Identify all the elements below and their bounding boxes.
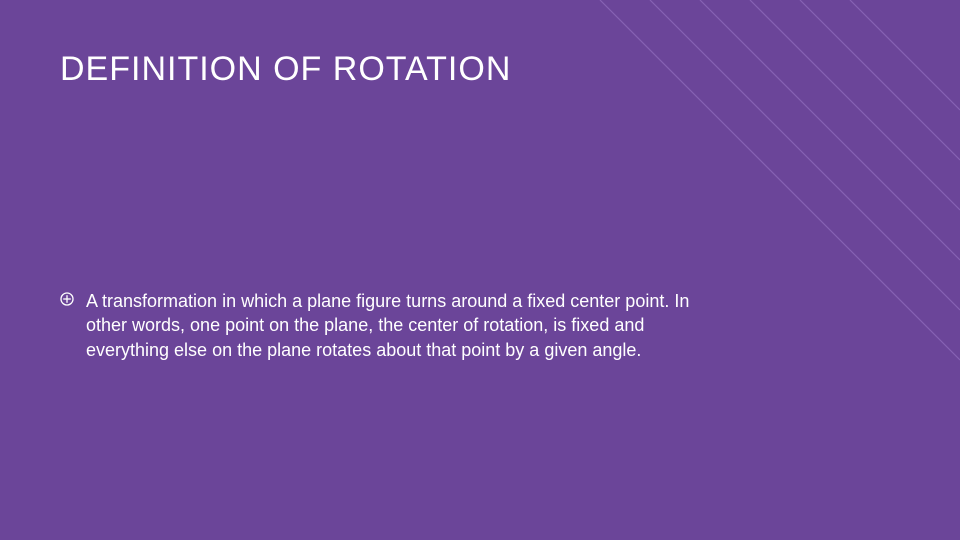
slide-body-text: A transformation in which a plane figure… (86, 289, 700, 362)
body-bullet-item: A transformation in which a plane figure… (60, 289, 700, 362)
slide-title: DEFINITION OF ROTATION (60, 50, 900, 89)
circled-plus-icon (60, 292, 74, 311)
slide: DEFINITION OF ROTATION A transformation … (0, 0, 960, 540)
